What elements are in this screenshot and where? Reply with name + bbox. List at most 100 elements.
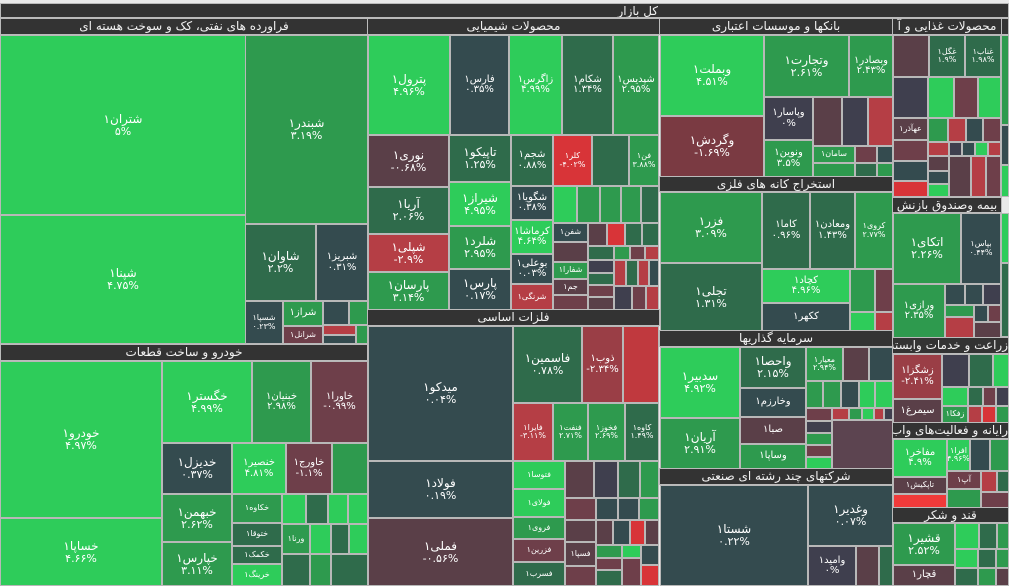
stock-tile[interactable]: ککهر۱ <box>762 303 850 331</box>
stock-tile[interactable] <box>855 146 877 163</box>
stock-tile[interactable] <box>955 523 979 549</box>
stock-tile[interactable] <box>592 135 629 186</box>
sector-header-multi-industry[interactable]: شرکتهای چند رشته ای صنعتی <box>659 468 893 485</box>
stock-tile[interactable] <box>614 260 626 286</box>
stock-tile[interactable] <box>614 246 630 260</box>
stock-tile[interactable] <box>862 408 874 420</box>
stock-tile[interactable]: خاورج۱ -۱.۱% <box>286 443 332 494</box>
stock-tile[interactable]: فولای۱ <box>513 489 565 517</box>
stock-tile[interactable] <box>968 387 983 406</box>
stock-tile[interactable]: ورازی۱ ۲.۳۵% <box>893 284 945 338</box>
stock-tile[interactable]: فارس۱ ۰.۳۵% <box>450 35 509 135</box>
stock-tile[interactable]: خنصیر۱ ۴.۸۱% <box>232 443 286 494</box>
stock-tile[interactable]: کرماشا۱ ۴.۶۴% <box>511 220 553 254</box>
stock-tile[interactable]: شیراز۱ ۴.۹۵% <box>449 182 511 226</box>
stock-tile[interactable] <box>282 494 306 524</box>
stock-tile[interactable] <box>983 118 1001 142</box>
stock-tile[interactable]: کاوه۱ ۱.۴۹% <box>625 403 659 461</box>
stock-tile[interactable] <box>356 325 368 344</box>
stock-tile[interactable] <box>893 140 928 161</box>
stock-tile[interactable] <box>618 461 640 498</box>
stock-tile[interactable] <box>332 443 368 494</box>
stock-tile[interactable] <box>640 461 659 498</box>
stock-tile[interactable] <box>642 223 659 246</box>
stock-tile[interactable]: افرا۱ ۴.۹۶% <box>947 439 970 471</box>
stock-tile[interactable]: شرنگی۱ <box>511 284 553 310</box>
stock-tile[interactable] <box>565 566 596 586</box>
stock-tile[interactable]: شبندر۱ ۳.۱۹% <box>245 35 368 224</box>
stock-tile[interactable] <box>323 335 356 344</box>
stock-tile[interactable]: ونوین۱ ۳.۵% <box>764 140 813 177</box>
stock-tile[interactable] <box>988 305 1001 322</box>
stock-tile[interactable] <box>832 408 849 420</box>
stock-tile[interactable]: غگل۱ ۱.۹% <box>929 35 965 77</box>
stock-tile[interactable] <box>948 118 966 142</box>
stock-tile[interactable]: خرینگ۱ <box>232 564 282 586</box>
stock-tile[interactable]: خبنیان۱ ۲.۹۸% <box>252 361 311 443</box>
stock-tile[interactable] <box>328 494 348 524</box>
stock-tile[interactable] <box>565 461 594 498</box>
stock-tile[interactable]: صبا۱ <box>740 417 806 444</box>
stock-tile[interactable]: شپدیس۱ ۲.۹۵% <box>613 35 659 135</box>
stock-tile[interactable] <box>588 246 614 260</box>
stock-tile[interactable] <box>331 524 349 554</box>
stock-tile[interactable]: شجم۱ ۰.۸۸% <box>511 135 553 186</box>
stock-tile[interactable]: واحصا۱ ۲.۱۵% <box>740 347 806 388</box>
stock-tile[interactable] <box>969 354 993 387</box>
sector-header-insurance[interactable]: بیمه وصندوق بازنش <box>892 197 1002 213</box>
stock-tile[interactable]: شستا۱ ۰.۲۲% <box>660 485 808 586</box>
stock-tile[interactable] <box>949 156 971 197</box>
stock-tile[interactable]: وبملت۱ ۴.۵۱% <box>660 35 764 116</box>
stock-tile[interactable]: خساپا۱ ۴.۶۶% <box>0 518 162 586</box>
stock-tile[interactable] <box>813 97 842 146</box>
stock-tile[interactable] <box>954 77 978 118</box>
stock-tile[interactable] <box>982 406 996 423</box>
stock-tile[interactable] <box>988 142 1001 156</box>
stock-tile[interactable] <box>596 558 622 570</box>
stock-tile[interactable]: شتران۱ ۵% <box>0 35 246 215</box>
stock-tile[interactable] <box>623 326 659 403</box>
stock-tile[interactable] <box>868 97 893 146</box>
sector-header-partial[interactable] <box>1001 18 1009 35</box>
stock-tile[interactable]: آریان۱ ۲.۹۱% <box>660 418 740 469</box>
stock-tile[interactable] <box>832 420 893 469</box>
stock-tile[interactable] <box>962 142 975 156</box>
stock-tile[interactable] <box>869 347 893 381</box>
stock-tile[interactable]: غناب۱ ۱.۹۸% <box>965 35 1001 77</box>
stock-tile[interactable]: کلر۱ -۴.۰۲% <box>553 135 592 186</box>
stock-tile[interactable] <box>974 322 1001 338</box>
stock-tile[interactable]: کاما۱ ۰.۹۶% <box>762 192 810 269</box>
stock-tile[interactable]: شگویا۱ ۰.۳۸% <box>511 186 553 220</box>
stock-tile[interactable] <box>975 142 988 156</box>
stock-tile[interactable] <box>638 260 649 286</box>
stock-tile[interactable] <box>997 523 1009 549</box>
stock-tile[interactable] <box>306 494 328 524</box>
stock-tile[interactable]: شرانل۱ <box>283 326 323 344</box>
stock-tile[interactable] <box>942 354 969 387</box>
stock-tile[interactable]: سامان۱ <box>813 146 855 163</box>
stock-tile[interactable] <box>349 524 368 554</box>
stock-tile[interactable] <box>565 498 596 520</box>
stock-tile[interactable]: قچار۱ <box>893 565 955 586</box>
sector-header-it[interactable]: رایانه و فعالیت‌های واب <box>892 422 1009 439</box>
stock-tile[interactable] <box>971 156 986 197</box>
stock-tile[interactable]: فسپا۱ <box>565 542 596 566</box>
stock-tile[interactable] <box>553 186 577 223</box>
stock-tile[interactable] <box>1001 125 1009 165</box>
stock-tile[interactable]: فتوسا۱ <box>513 461 565 489</box>
stock-tile[interactable] <box>974 305 988 322</box>
stock-tile[interactable] <box>1001 35 1009 125</box>
stock-tile[interactable] <box>596 520 613 545</box>
stock-tile[interactable] <box>928 156 949 171</box>
stock-tile[interactable]: کچاد۱ ۴.۹۶% <box>762 269 850 303</box>
stock-tile[interactable] <box>641 565 659 586</box>
stock-tile[interactable]: پارس۱ ۰.۱۷% <box>449 269 511 310</box>
stock-tile[interactable] <box>942 387 968 406</box>
stock-tile[interactable] <box>893 494 947 508</box>
stock-tile[interactable] <box>893 181 928 197</box>
stock-tile[interactable] <box>625 223 642 246</box>
stock-tile[interactable] <box>621 186 641 223</box>
stock-tile[interactable]: کروی۱ ۲.۷۷% <box>855 192 893 269</box>
stock-tile[interactable]: نوری۱ -۰.۶۸% <box>368 135 449 187</box>
sector-header-auto[interactable]: خودرو و ساخت قطعات <box>0 344 368 361</box>
